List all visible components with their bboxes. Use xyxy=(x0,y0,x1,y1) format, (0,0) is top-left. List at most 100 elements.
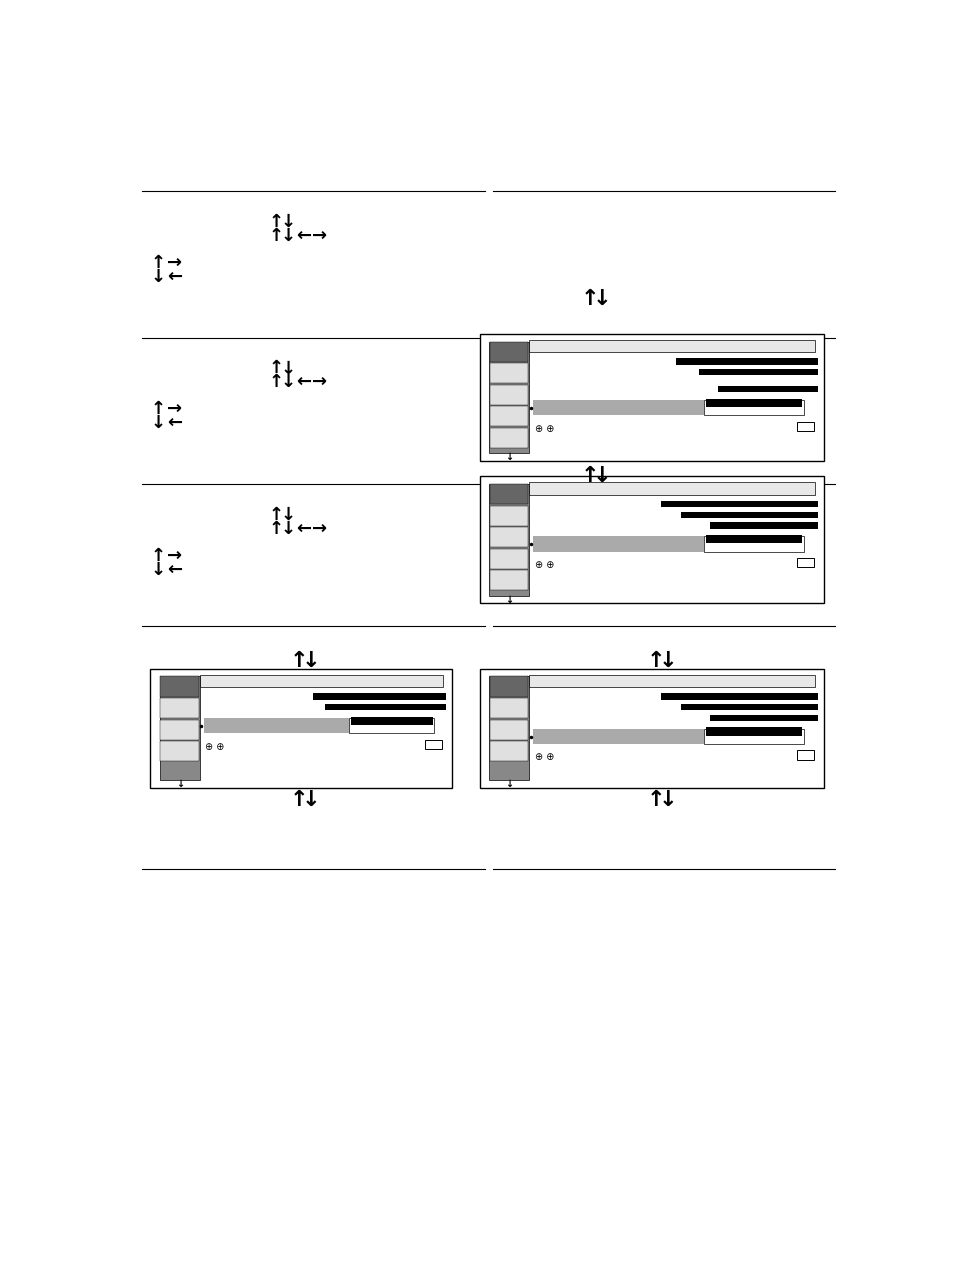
Text: ↓: ↓ xyxy=(302,651,320,671)
Text: ↓: ↓ xyxy=(592,289,611,310)
Text: ↓: ↓ xyxy=(658,651,677,671)
Text: →: → xyxy=(312,373,327,391)
Text: ⊕ ⊕: ⊕ ⊕ xyxy=(534,423,554,433)
Bar xyxy=(489,428,528,447)
Bar xyxy=(709,715,818,721)
Text: ↓: ↓ xyxy=(280,213,295,231)
Text: ↑: ↑ xyxy=(268,213,283,231)
Text: ↓: ↓ xyxy=(280,373,295,391)
Bar xyxy=(675,358,818,364)
Text: ↓: ↓ xyxy=(280,506,295,524)
Bar xyxy=(325,705,446,711)
Bar xyxy=(489,406,528,427)
Bar xyxy=(703,400,803,415)
Bar xyxy=(705,399,801,406)
Bar xyxy=(489,720,528,740)
Bar xyxy=(705,535,801,543)
Bar xyxy=(479,334,823,461)
Text: ↓: ↓ xyxy=(175,780,184,790)
Text: ↑: ↑ xyxy=(268,359,283,377)
Text: ↑: ↑ xyxy=(645,790,664,810)
Text: ↑: ↑ xyxy=(645,651,664,671)
Text: ←: ← xyxy=(295,373,311,391)
Bar xyxy=(718,386,818,392)
Text: →: → xyxy=(168,547,182,564)
Bar xyxy=(424,740,441,749)
Bar xyxy=(489,527,528,547)
Text: ↑: ↑ xyxy=(290,790,308,810)
Bar xyxy=(529,675,815,687)
Bar xyxy=(680,705,818,711)
Bar xyxy=(488,341,529,454)
Bar xyxy=(489,549,528,568)
Bar xyxy=(488,484,529,596)
Text: ↓: ↓ xyxy=(151,268,166,285)
Text: ↓: ↓ xyxy=(280,227,295,245)
Text: ↑: ↑ xyxy=(579,466,598,487)
Bar xyxy=(703,729,803,744)
Bar xyxy=(160,720,199,740)
Text: ↓: ↓ xyxy=(592,466,611,487)
Bar xyxy=(160,741,199,761)
Text: ←: ← xyxy=(295,227,311,245)
Text: →: → xyxy=(168,254,182,271)
Bar xyxy=(705,727,801,736)
Text: ↓: ↓ xyxy=(658,790,677,810)
Text: →: → xyxy=(312,227,327,245)
Bar xyxy=(488,676,529,781)
Text: ⊕ ⊕: ⊕ ⊕ xyxy=(205,741,224,752)
Text: ←: ← xyxy=(168,561,182,578)
Bar xyxy=(479,669,823,789)
Bar xyxy=(199,675,443,687)
Text: ↑: ↑ xyxy=(268,520,283,538)
Bar xyxy=(489,571,528,590)
Bar xyxy=(489,676,528,697)
Bar xyxy=(489,385,528,405)
Bar xyxy=(660,501,818,507)
Text: ←: ← xyxy=(168,268,182,285)
Text: ↑: ↑ xyxy=(151,400,166,418)
Bar xyxy=(489,698,528,719)
Bar xyxy=(529,340,815,353)
Text: ↓: ↓ xyxy=(504,780,513,790)
Text: ↑: ↑ xyxy=(268,227,283,245)
Text: ↑: ↑ xyxy=(268,373,283,391)
Bar xyxy=(680,512,818,517)
Bar xyxy=(204,719,349,734)
Bar xyxy=(349,719,434,734)
Text: ↓: ↓ xyxy=(504,595,513,604)
Bar xyxy=(796,422,813,431)
Text: ↓: ↓ xyxy=(280,359,295,377)
Text: ↑: ↑ xyxy=(579,289,598,310)
Text: ↓: ↓ xyxy=(151,414,166,432)
Text: ↑: ↑ xyxy=(151,547,166,564)
Bar xyxy=(533,536,703,552)
Text: ↑: ↑ xyxy=(268,506,283,524)
Text: ↓: ↓ xyxy=(504,452,513,462)
Bar xyxy=(489,484,528,505)
Bar xyxy=(489,506,528,526)
Text: →: → xyxy=(168,400,182,418)
Bar xyxy=(160,698,199,719)
Bar xyxy=(533,729,703,744)
Bar xyxy=(479,476,823,604)
Bar xyxy=(529,483,815,494)
Text: ↓: ↓ xyxy=(280,520,295,538)
Bar xyxy=(698,369,818,376)
Text: ↓: ↓ xyxy=(302,790,320,810)
Bar xyxy=(351,716,432,725)
Bar xyxy=(160,676,199,697)
Text: ↑: ↑ xyxy=(151,254,166,271)
Text: ⊕ ⊕: ⊕ ⊕ xyxy=(534,559,554,569)
Bar xyxy=(533,400,703,415)
Bar xyxy=(489,363,528,383)
Bar xyxy=(313,693,446,699)
Bar xyxy=(159,676,199,781)
Bar xyxy=(796,750,813,759)
Text: ⊕ ⊕: ⊕ ⊕ xyxy=(534,753,554,762)
Bar xyxy=(150,669,452,789)
Bar xyxy=(489,741,528,761)
Text: ↓: ↓ xyxy=(151,561,166,578)
Text: ←: ← xyxy=(168,414,182,432)
Text: →: → xyxy=(312,520,327,538)
